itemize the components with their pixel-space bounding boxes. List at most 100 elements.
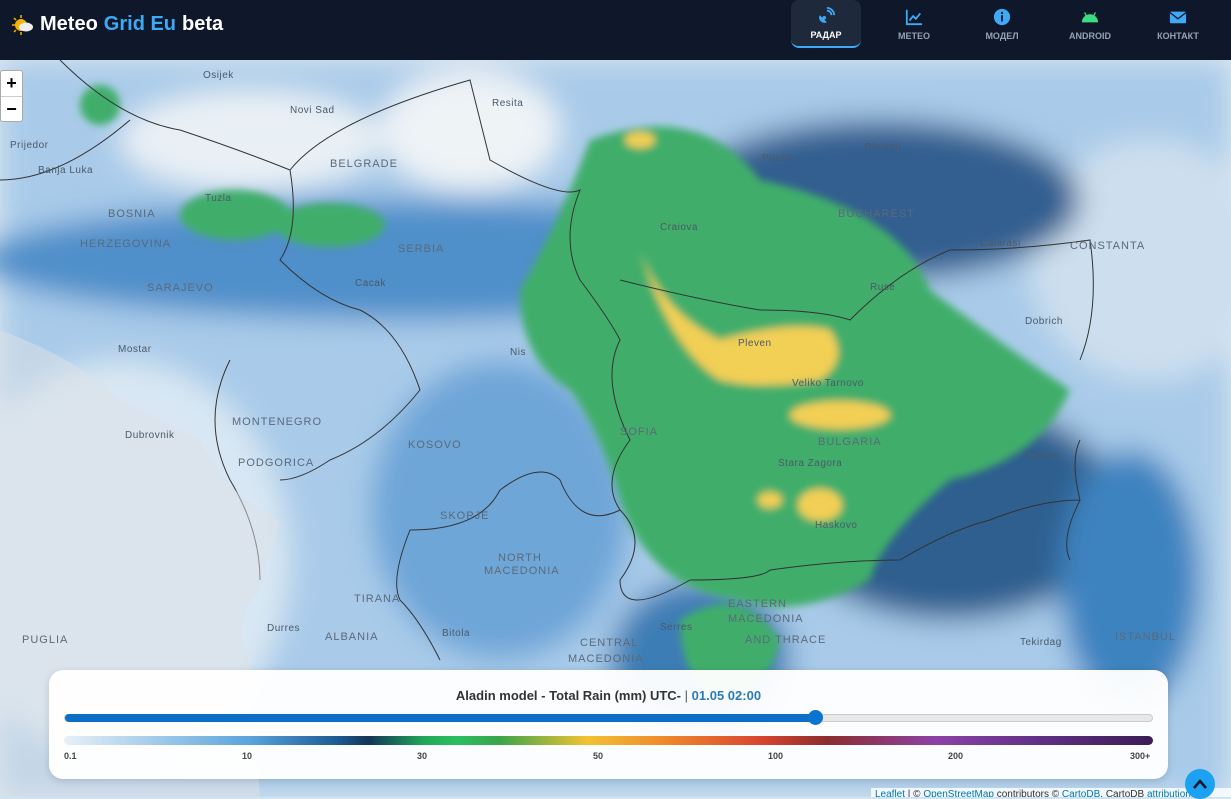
brand-beta: beta — [182, 13, 224, 35]
map-place-label: Durres — [267, 623, 301, 634]
nav-android-label: ANDROID — [1069, 30, 1111, 41]
nav-meteo-label: МЕТЕО — [897, 30, 930, 41]
map-place-label: KOSOVO — [408, 439, 462, 451]
map-place-label: Pleven — [738, 338, 772, 349]
map-place-label: EASTERN — [728, 598, 787, 610]
timeline-panel: Aladin model - Total Rain (mm) UTC- | 01… — [49, 670, 1168, 779]
map-place-label: Prijedor — [10, 140, 49, 151]
map-place-label: Stara Zagora — [778, 458, 843, 469]
map-place-label: Novi Sad — [290, 105, 335, 116]
zoom-in-button[interactable]: + — [6, 73, 17, 93]
zoom-control: + − — [0, 70, 23, 122]
scale-tick: 300+ — [1130, 751, 1151, 761]
map-place-label: Ploiesti — [865, 142, 902, 153]
nav-contact-label: КОНТАКТ — [1157, 30, 1199, 41]
map-place-label: Serres — [660, 622, 693, 633]
main-nav: РАДАР МЕТЕО МОДЕЛ ANDROID КОНТАКТ — [791, 0, 1231, 60]
map-place-label: SERBIA — [398, 243, 445, 255]
info-circle-icon — [993, 8, 1011, 25]
map-place-label: ISTANBUL — [1115, 631, 1176, 643]
envelope-icon — [1169, 11, 1187, 23]
map-place-label: Dubrovnik — [125, 430, 175, 441]
leaflet-link[interactable]: Leaflet — [875, 789, 906, 797]
attributions-link[interactable]: attributions — [1146, 789, 1196, 797]
map-place-label: Tekirdag — [1020, 637, 1062, 648]
nav-meteo[interactable]: МЕТЕО — [879, 0, 949, 48]
map-place-label: BOSNIA — [108, 208, 156, 220]
brand-logo[interactable]: Meteo Grid Eu beta — [12, 13, 223, 36]
nav-model[interactable]: МОДЕЛ — [967, 0, 1037, 48]
map-place-label: HERZEGOVINA — [80, 238, 172, 250]
map-place-label: SOFIA — [620, 426, 659, 438]
map-place-label: AND THRACE — [745, 634, 827, 646]
scale-tick: 10 — [242, 751, 253, 761]
map-place-label: MONTENEGRO — [232, 416, 323, 428]
map-place-label: Mostar — [118, 344, 152, 355]
attr-text: contributors © — [993, 789, 1062, 797]
map-place-label: Dobrich — [1025, 316, 1063, 327]
map-place-label: Banja Luka — [38, 165, 94, 176]
map-place-label: MACEDONIA — [728, 613, 804, 625]
map-attribution: Leaflet | © OpenStreetMap contributors ©… — [871, 788, 1231, 797]
map-place-label: Veliko Tarnovo — [792, 378, 864, 389]
android-icon — [1081, 11, 1099, 22]
osm-link[interactable]: OpenStreetMap — [923, 789, 994, 797]
map-place-label: Osijek — [203, 70, 234, 81]
nav-contact[interactable]: КОНТАКТ — [1143, 0, 1213, 48]
map-place-label: Bitola — [442, 628, 471, 639]
title-separator: | — [684, 688, 689, 703]
attr-text: | © — [905, 789, 924, 797]
zoom-out-button[interactable]: − — [1, 96, 22, 121]
slider-fill — [65, 714, 816, 722]
cartodb-link[interactable]: CartoDB — [1061, 789, 1101, 797]
map-place-label: BULGARIA — [818, 436, 882, 448]
panel-title: Aladin model - Total Rain (mm) UTC- | 01… — [49, 688, 1168, 703]
rain-overlay — [0, 60, 1231, 797]
attr-text: , CartoDB — [1100, 789, 1147, 797]
model-title: Aladin model - Total Rain (mm) UTC- — [455, 688, 682, 703]
map-place-label: Calarasi — [980, 238, 1021, 249]
map-place-label: Craiova — [660, 222, 698, 233]
map-place-label: PUGLIA — [22, 634, 69, 646]
map-place-label: Resita — [492, 98, 524, 109]
map-place-label: Nis — [510, 347, 526, 358]
map-place-label: PODGORICA — [238, 457, 315, 469]
sun-cloud-icon — [12, 14, 34, 36]
nav-radar-label: РАДАР — [810, 29, 842, 40]
current-time: 01.05 02:00 — [691, 688, 762, 703]
nav-model-label: МОДЕЛ — [985, 30, 1019, 41]
map-place-label: Pitesti — [762, 153, 793, 164]
chart-line-icon — [905, 9, 923, 25]
map-place-label: Cacak — [355, 278, 386, 289]
map-place-label: Ruse — [870, 282, 896, 293]
map-place-label: NORTH — [498, 552, 542, 564]
chevron-up-icon — [1193, 779, 1207, 789]
header: Meteo Grid Eu beta РАДАР МЕТЕО МОДЕЛ AND… — [0, 0, 1231, 60]
satellite-dish-icon — [819, 6, 835, 23]
map-place-label: BUCHAREST — [838, 208, 915, 220]
scale-tick: 0.1 — [64, 751, 77, 761]
scale-tick: 200 — [948, 751, 964, 761]
scale-tick: 100 — [768, 751, 784, 761]
scroll-top-button[interactable] — [1185, 769, 1215, 799]
scale-tick: 50 — [593, 751, 604, 761]
map-place-label: BELGRADE — [330, 158, 398, 170]
rain-color-scale — [64, 736, 1153, 745]
map-place-label: CENTRAL — [580, 637, 639, 649]
nav-radar[interactable]: РАДАР — [791, 0, 861, 48]
map-place-label: Haskovo — [815, 520, 858, 531]
map-place-label: SKOPJE — [440, 510, 490, 522]
brand-meteo: Meteo — [40, 13, 98, 35]
map-place-label: SARAJEVO — [147, 282, 214, 294]
map-place-label: TIRANA — [354, 593, 401, 605]
weather-map[interactable]: Osijek Novi Sad Resita Prijedor Banja Luka BE… — [0, 60, 1231, 797]
nav-android[interactable]: ANDROID — [1055, 0, 1125, 48]
map-place-label: CONSTANTA — [1070, 240, 1146, 252]
time-slider[interactable] — [64, 710, 1153, 725]
scale-tick: 30 — [417, 751, 428, 761]
brand-grid-eu: Grid Eu — [103, 13, 177, 35]
map-place-label: MACEDONIA — [484, 565, 560, 577]
slider-thumb[interactable] — [808, 710, 824, 725]
map-place-label: MACEDONIA — [568, 653, 644, 665]
map-place-label: ALBANIA — [325, 631, 379, 643]
